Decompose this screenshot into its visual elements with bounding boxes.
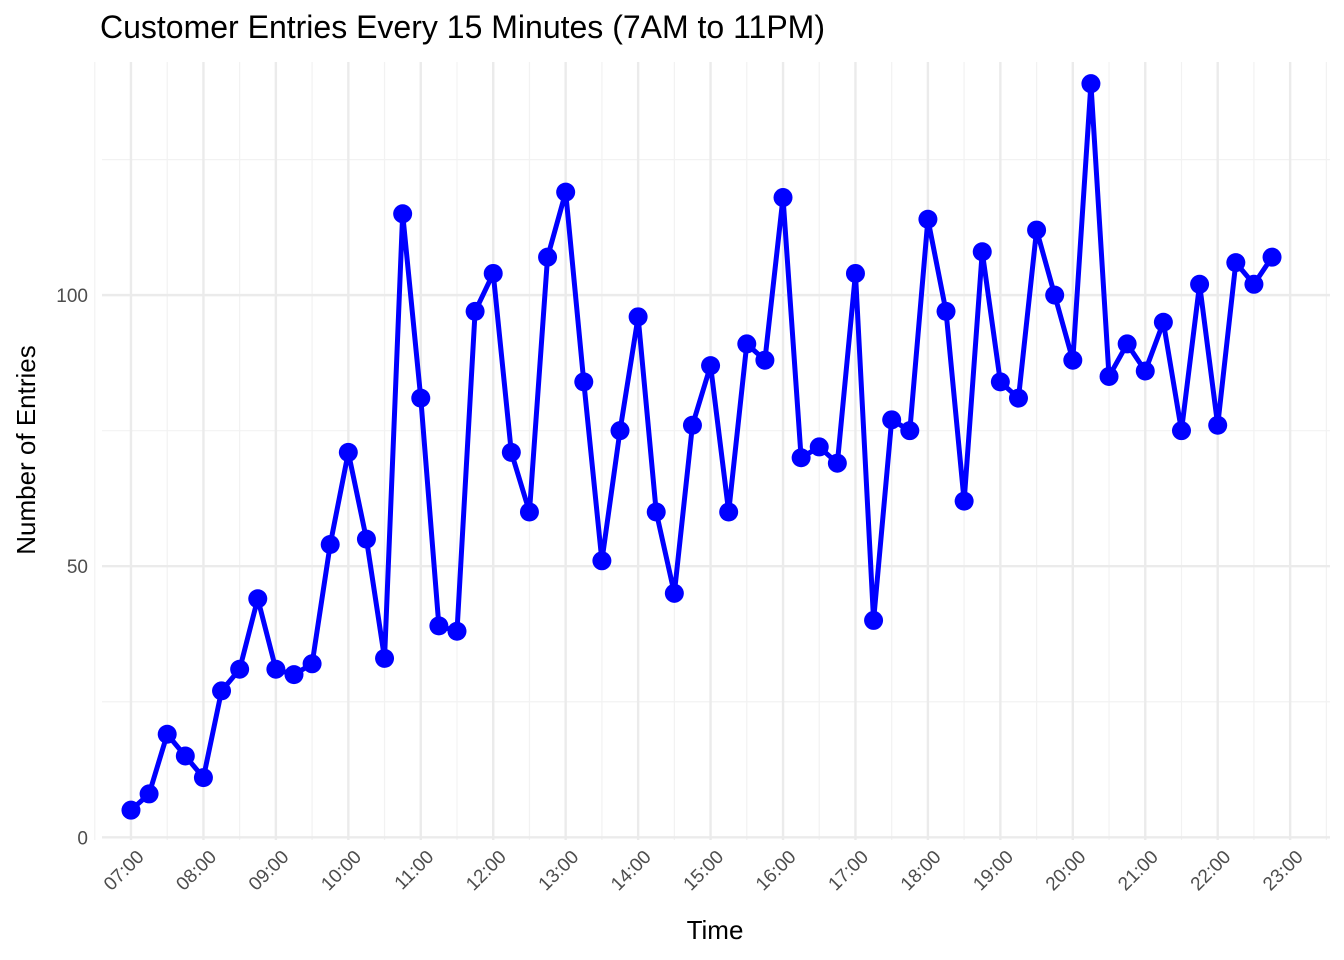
data-point	[248, 589, 268, 609]
data-point	[447, 621, 467, 641]
x-tick-label: 23:00	[1259, 847, 1307, 895]
data-point	[212, 681, 232, 701]
data-point	[701, 356, 721, 376]
data-point	[954, 491, 974, 511]
x-tick-label: 12:00	[462, 847, 510, 895]
data-point	[1008, 388, 1028, 408]
data-point	[990, 372, 1010, 392]
x-axis-title: Time	[687, 915, 744, 945]
x-tick-label: 13:00	[535, 847, 583, 895]
data-point	[972, 242, 992, 262]
data-point	[664, 583, 684, 603]
x-axis-ticks: 07:00 08:00 09:00 10:00 11:00 12:00 13:00 14:00…	[100, 847, 1308, 895]
data-point	[1153, 312, 1173, 332]
y-tick-label: 100	[56, 286, 88, 307]
data-point	[230, 659, 250, 679]
x-tick-label: 18:00	[897, 847, 945, 895]
data-point	[900, 421, 920, 441]
x-tick-label: 15:00	[680, 847, 728, 895]
series-markers	[121, 74, 1282, 820]
x-tick-label: 16:00	[752, 847, 800, 895]
data-point	[538, 247, 558, 267]
x-tick-label: 11:00	[391, 847, 438, 894]
x-tick-label: 10:00	[317, 847, 365, 895]
x-tick-label: 14:00	[607, 847, 655, 895]
data-point	[1135, 361, 1155, 381]
y-tick-label: 50	[67, 557, 88, 578]
data-point	[882, 410, 902, 430]
data-point	[719, 502, 739, 522]
data-point	[556, 182, 576, 202]
data-point	[610, 421, 630, 441]
data-point	[1045, 285, 1065, 305]
data-point	[338, 442, 358, 462]
x-tick-label: 20:00	[1042, 847, 1090, 895]
x-tick-label: 19:00	[969, 847, 1017, 895]
data-point	[356, 529, 376, 549]
data-point	[1244, 274, 1264, 294]
data-point	[628, 307, 648, 327]
y-axis-title: Number of Entries	[11, 345, 41, 555]
data-point	[1171, 421, 1191, 441]
data-point	[411, 388, 431, 408]
data-point	[646, 502, 666, 522]
data-point	[574, 372, 594, 392]
data-point	[682, 415, 702, 435]
data-point	[755, 350, 775, 370]
data-point	[465, 301, 485, 321]
data-point	[1190, 274, 1210, 294]
data-point	[845, 263, 865, 283]
data-point	[302, 654, 322, 674]
data-point	[864, 610, 884, 630]
data-point	[1081, 74, 1101, 94]
series-line	[128, 81, 1275, 813]
grid	[94, 62, 1330, 840]
data-point	[918, 209, 938, 229]
data-point	[1226, 253, 1246, 273]
data-point	[1099, 366, 1119, 386]
y-axis-ticks: 0 50 100	[56, 286, 88, 849]
data-point	[121, 800, 141, 820]
data-point	[501, 442, 521, 462]
data-point	[320, 535, 340, 555]
data-point	[139, 784, 159, 804]
data-point	[827, 453, 847, 473]
data-point	[393, 204, 413, 224]
data-point	[429, 616, 449, 636]
data-point	[1063, 350, 1083, 370]
data-point	[1117, 334, 1137, 354]
data-point	[175, 746, 195, 766]
data-point	[266, 659, 286, 679]
x-tick-label: 08:00	[172, 847, 220, 895]
chart-title: Customer Entries Every 15 Minutes (7AM t…	[100, 9, 825, 45]
data-point	[1027, 220, 1047, 240]
data-point	[936, 301, 956, 321]
x-tick-label: 09:00	[245, 847, 293, 895]
data-point	[483, 263, 503, 283]
x-tick-label: 07:00	[100, 847, 148, 895]
x-tick-label: 21:00	[1114, 847, 1162, 895]
x-tick-label: 17:00	[825, 847, 873, 895]
data-point	[737, 334, 757, 354]
data-point	[791, 448, 811, 468]
data-point	[193, 768, 213, 788]
data-point	[809, 437, 829, 457]
data-point	[773, 188, 793, 208]
data-point	[519, 502, 539, 522]
x-tick-label: 22:00	[1187, 847, 1235, 895]
data-point	[592, 551, 612, 571]
data-point	[284, 665, 304, 685]
data-point	[157, 724, 177, 744]
data-point	[1262, 247, 1282, 267]
data-point	[375, 648, 395, 668]
data-point	[1208, 415, 1228, 435]
y-tick-label: 0	[77, 828, 88, 849]
